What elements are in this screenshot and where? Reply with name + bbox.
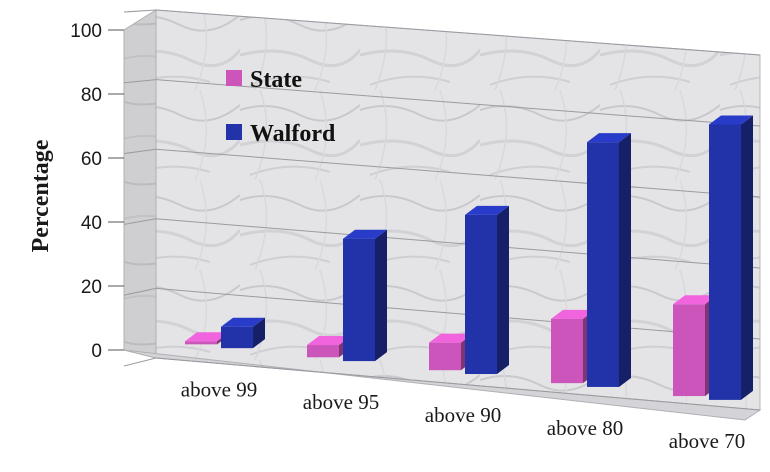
legend-swatch-walford [226, 124, 242, 140]
y-tick-label: 100 [70, 21, 102, 42]
y-tick-label: 60 [81, 149, 102, 170]
x-tick-label: above 95 [303, 390, 379, 414]
side-wall [124, 10, 156, 358]
bar-walford-0 [221, 318, 265, 348]
x-tick-label: above 70 [669, 429, 745, 453]
bar-side [375, 230, 387, 361]
bar-front [221, 327, 253, 348]
y-axis-label: Percentage [28, 139, 54, 252]
x-tick-label: above 80 [547, 416, 623, 440]
gridline-side [124, 358, 156, 366]
bar-front [673, 304, 705, 396]
bar-front [429, 343, 461, 371]
x-tick-label: above 90 [425, 403, 501, 427]
legend-label-state: State [250, 67, 302, 93]
bar-walford-1 [343, 230, 387, 361]
bar-front [185, 341, 217, 344]
bar-front [307, 345, 339, 357]
bar-walford-3 [587, 133, 631, 387]
x-tick-label: above 99 [181, 377, 257, 401]
y-tick-label: 40 [81, 213, 102, 234]
bar-walford-2 [465, 206, 509, 374]
y-tick-label: 0 [91, 341, 102, 362]
bar-front [465, 215, 497, 374]
y-axis-ticks: 0 20 40 60 80 100 [70, 21, 124, 362]
bar-front [343, 239, 375, 361]
bar-side [497, 206, 509, 374]
bar-front [587, 142, 619, 387]
bar-side [741, 115, 753, 399]
gridline-side [124, 10, 156, 12]
legend-swatch-state [226, 70, 242, 86]
bar-side [619, 133, 631, 387]
y-tick-label: 80 [81, 85, 102, 106]
bar-front [709, 124, 741, 399]
bar-walford-4 [709, 115, 753, 399]
y-tick-label: 20 [81, 277, 102, 298]
legend-label-walford: Walford [250, 121, 336, 147]
bar-front [551, 319, 583, 383]
